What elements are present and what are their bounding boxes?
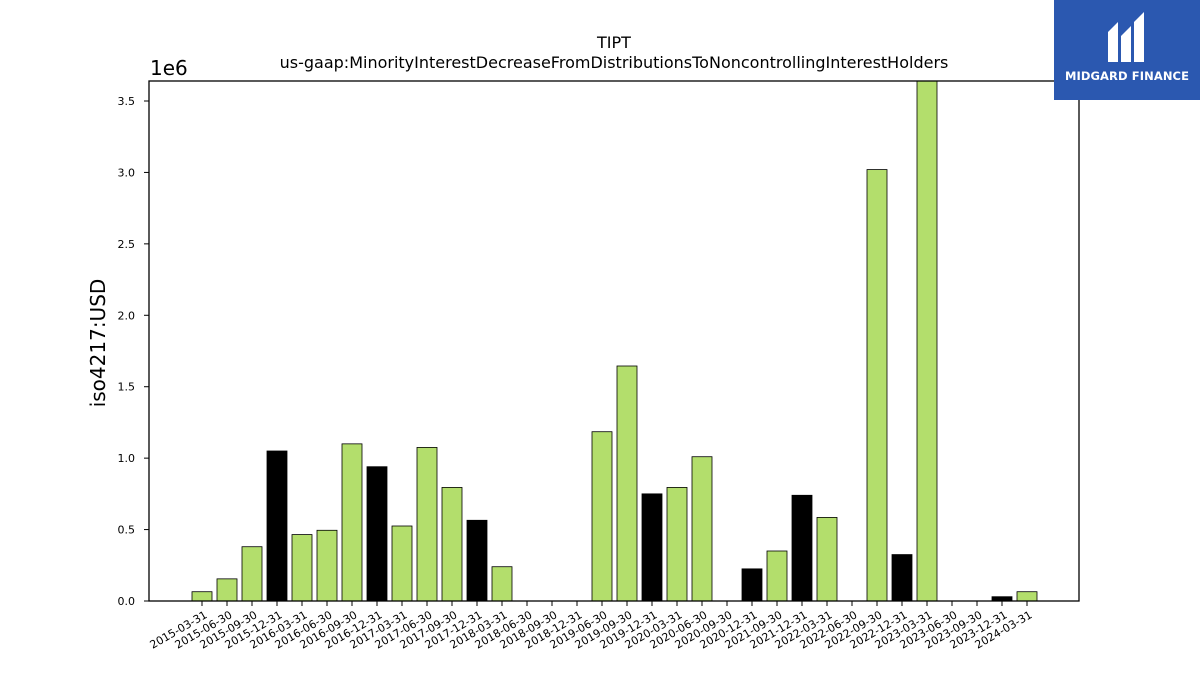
bar-2016-12-31 [366, 466, 388, 602]
bar-2017-03-31 [391, 525, 413, 602]
midgard-finance-logo: MIDGARD FINANCE [1054, 0, 1200, 100]
y-tick-label: 2.5 [118, 238, 136, 251]
bar-2019-09-30 [616, 365, 638, 602]
bar-2019-06-30 [591, 431, 613, 602]
bar-2022-12-31 [891, 554, 913, 602]
y-axis-offset-label: 1e6 [150, 56, 188, 80]
bar-2015-12-31 [266, 450, 288, 602]
bar-2020-06-30 [691, 456, 713, 602]
chart-title: TIPT [596, 33, 631, 52]
y-tick-label: 0.5 [118, 524, 136, 537]
y-tick-label: 3.5 [118, 95, 136, 108]
y-tick-label: 2.0 [118, 309, 136, 322]
bar-2017-09-30 [441, 487, 463, 602]
bar-2016-03-31 [291, 534, 313, 602]
chart-subtitle: us-gaap:MinorityInterestDecreaseFromDist… [280, 53, 949, 72]
bar-2016-09-30 [341, 443, 363, 602]
bar-2017-06-30 [416, 447, 438, 602]
bar-2015-03-31 [191, 591, 213, 602]
bar-2022-09-30 [866, 169, 888, 602]
bar-2021-12-31 [791, 494, 813, 602]
bar-2015-09-30 [241, 546, 263, 602]
y-tick-label: 3.0 [118, 166, 136, 179]
y-tick-label: 0.0 [118, 595, 136, 608]
bar-2022-03-31 [816, 517, 838, 602]
bar-2016-06-30 [316, 529, 338, 602]
plot-frame [148, 80, 1080, 602]
logo-text: MIDGARD FINANCE [1064, 69, 1190, 83]
bar-2020-03-31 [666, 487, 688, 602]
bar-2018-03-31 [491, 566, 513, 602]
bar-2015-06-30 [216, 578, 238, 602]
bar-series [191, 80, 1038, 602]
bar-2021-09-30 [766, 550, 788, 602]
bar-2024-03-31 [1016, 591, 1038, 602]
bar-2017-12-31 [466, 519, 488, 602]
bar-2019-12-31 [641, 493, 663, 602]
y-axis-label: iso4217:USD [86, 279, 110, 408]
bar-2020-12-31 [741, 568, 763, 602]
x-axis-ticks: 2015-03-312015-06-302015-09-302015-12-31… [148, 601, 1035, 652]
midgard-finance-logo-icon [1108, 12, 1144, 62]
y-tick-label: 1.0 [118, 452, 136, 465]
y-tick-label: 1.5 [118, 381, 136, 394]
y-axis-ticks: 0.0 0.5 1.0 1.5 2.0 2.5 3.0 3.5 [118, 95, 149, 608]
bar-2023-03-31 [916, 80, 938, 602]
